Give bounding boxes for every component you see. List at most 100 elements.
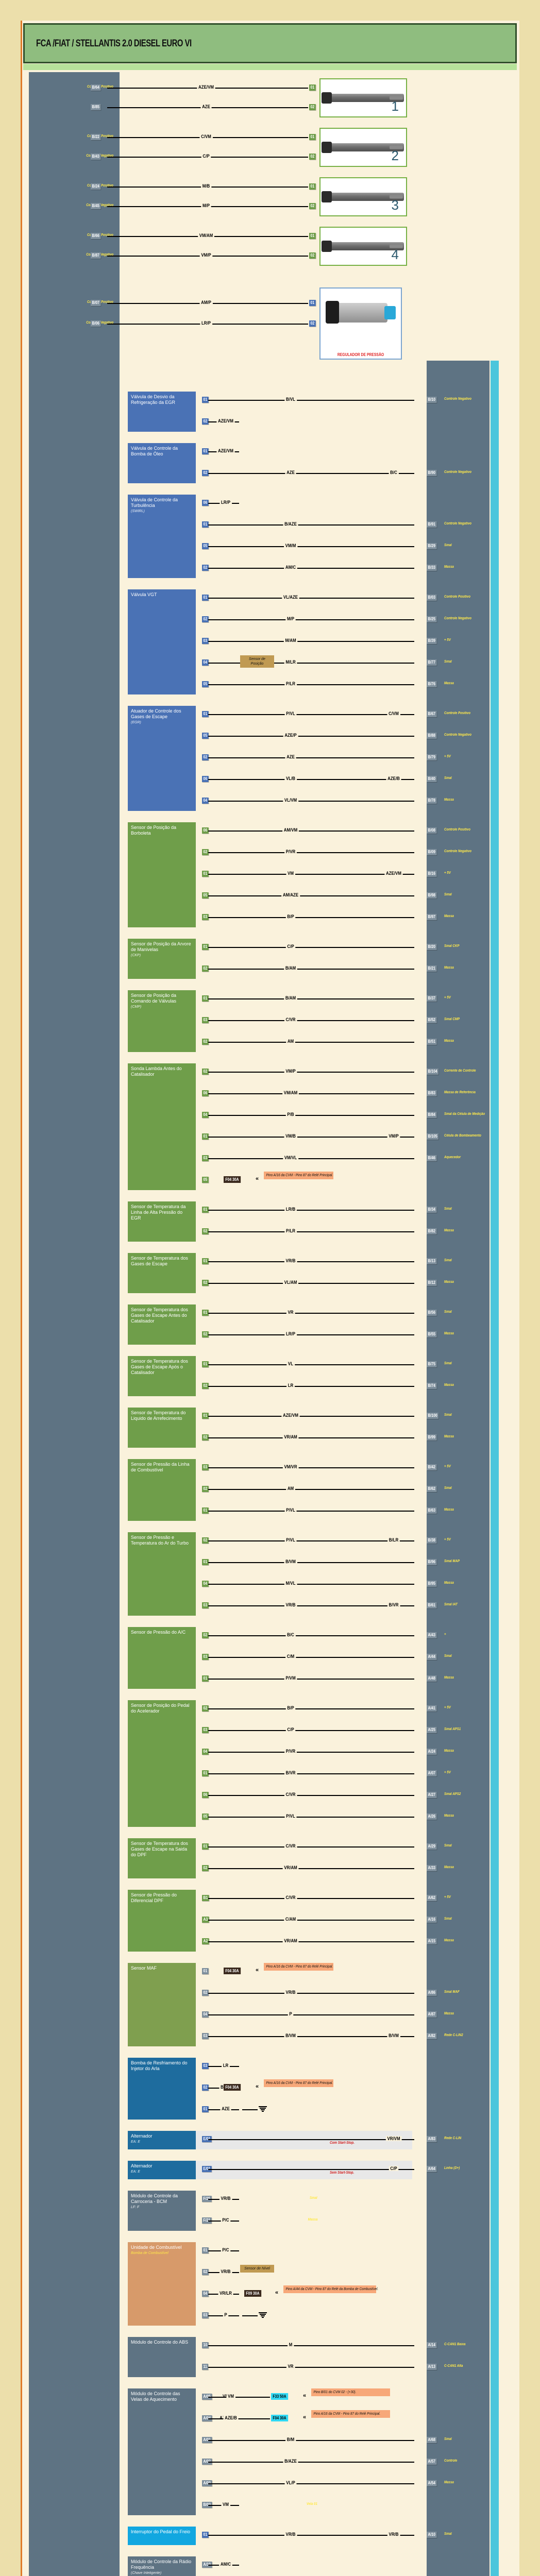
injector-number: 3 — [391, 197, 399, 213]
wire-code: P — [223, 2312, 229, 2317]
component-pin-chip: 02 — [202, 2084, 209, 2091]
component-pin-chip: A3 — [202, 1917, 209, 1923]
component-pin-chip: 03 — [202, 1654, 209, 1660]
fuse-chip: F04 30A — [224, 1968, 241, 1974]
pin-function-label: + 5V — [444, 1895, 451, 1899]
wire-code: B/VR — [387, 1602, 400, 1607]
injector-body-icon — [327, 143, 404, 151]
wire-code: LR/P — [200, 320, 212, 326]
component-name: Válvula VGT — [131, 592, 157, 597]
wire — [208, 852, 414, 853]
pin-function-label: Massa — [444, 1866, 454, 1869]
component-pin-chip: 02 — [202, 754, 209, 760]
component-pin-chip: 01 — [202, 871, 209, 877]
wire — [208, 2014, 414, 2015]
component-pin-chip: 02 — [309, 154, 316, 160]
wire — [208, 2418, 270, 2419]
injector-number: 2 — [391, 148, 399, 163]
ecu-pin-chip: B/29 — [427, 543, 437, 549]
wire-code: VM/VL — [283, 1155, 298, 1160]
ecu-pin-chip: B/56 — [427, 1310, 437, 1316]
wire-code: P/VL — [284, 1507, 297, 1513]
wire — [208, 1137, 414, 1138]
ecu-pin-chip: B/66 — [91, 233, 101, 239]
component-box: Sensor de Pressão da Linha de Combustíve… — [128, 1459, 196, 1521]
component-pin-chip: B/03 — [202, 2502, 212, 2508]
pin-function-label: Sinal — [444, 1207, 452, 1211]
component-pin-chip: 03 — [202, 2312, 209, 2318]
pin-function-label: Sinal — [444, 1259, 452, 1262]
ecu-pin-chip: A/86 — [427, 1990, 437, 1996]
ground-symbol — [259, 2106, 267, 2112]
ecu-pin-chip: B/63 — [427, 1507, 437, 1514]
wire-code: B/VM — [284, 2033, 297, 2038]
wire-code: C/P — [201, 154, 211, 159]
cyan-rail — [491, 361, 499, 2576]
component-name: Sensor de Temperatura dos Gases de Escap… — [131, 1841, 188, 1857]
component-pin-chip: A/04 — [202, 2415, 212, 2421]
pin-function-label: Massa — [444, 565, 454, 569]
wire-code: P/B — [285, 1112, 296, 1117]
wire — [208, 1795, 414, 1796]
component-name: Módulo de Controle do ABS — [131, 2340, 189, 2345]
component-pin-chip: 10 — [202, 2342, 209, 2348]
ecu-pin-chip: B/82 — [427, 1228, 437, 1234]
ecu-pin-chip: A/64 — [427, 2166, 437, 2172]
component-name: Módulo de Controle da Rádio Frequência — [131, 2559, 192, 2570]
component-name: Unidade de Combustível — [131, 2245, 182, 2250]
component-pin-chip: A/02 — [202, 2459, 212, 2465]
component-subtitle: EA: E — [131, 2140, 140, 2144]
component-name: Válvula de Desvio da Refrigeração da EGR — [131, 394, 176, 405]
wire-code: AZE/VM — [216, 418, 235, 423]
wire-code: AZE/VM — [216, 448, 235, 453]
component-name: Sensor de Pressão do A/C — [131, 1630, 186, 1635]
component-pin-chip: 01 — [309, 84, 316, 91]
pin-function-label: + 5V — [444, 638, 451, 642]
fuse-note: Pino B/01 do CVM 02 - (+30). — [311, 2388, 390, 2396]
component-name: Alternador — [131, 2133, 153, 2139]
wire-code: P/LR — [284, 1228, 297, 1233]
wire-code: C/VM — [387, 711, 400, 716]
component-pin-chip: 03 — [202, 1017, 209, 1023]
pin-function-label: Sinal — [444, 1654, 452, 1658]
pin-function-label: Massa — [444, 1939, 454, 1942]
component-name: Atuador de Controle dos Gases de Escape — [131, 708, 181, 719]
wire-code: AZE/B — [223, 2415, 239, 2420]
ecu-pin-chip: B/67 — [427, 711, 437, 717]
fuse-note: Pino A/44 da CVM - Pino 87 do Relé da Bo… — [283, 2285, 378, 2293]
pin-function-label: Massa — [444, 2012, 454, 2015]
wire-code: AZE/B — [386, 776, 401, 781]
wire-code: VL/P — [284, 2480, 297, 2485]
pin-function-label: + 5V — [444, 996, 451, 999]
component-pin-chip: 03 — [202, 2033, 209, 2039]
component-pin-chip: A/01 — [202, 2437, 212, 2443]
pin-function-label: Massa — [444, 1508, 454, 1512]
pin-function-label: + — [444, 1633, 446, 1636]
wire — [208, 1511, 414, 1512]
ecu-pin-chip: A/07 — [427, 1770, 437, 1776]
wire — [208, 524, 414, 526]
ecu-pin-chip: B/06 — [91, 320, 101, 327]
component-pin-chip: 02 — [202, 849, 209, 855]
component-pin-chip: 01 — [202, 1675, 209, 1682]
ecu-pin-chip: B/45 — [91, 203, 101, 209]
pin-function-label: C-CAN1 Alta — [444, 2364, 463, 2368]
component-pin-chip: 05 — [202, 733, 209, 739]
wire-code: B/VM — [387, 2033, 400, 2038]
wire-code: AM/P — [199, 300, 213, 305]
wire — [208, 714, 414, 715]
ecu-pin-chip: B/100 — [427, 1413, 439, 1419]
wire-code: LR/P — [284, 1331, 297, 1336]
ecu-pin-chip: B/51 — [427, 1039, 437, 1045]
wire-code: B/P — [285, 914, 296, 919]
pin-function-label: Massa — [444, 1383, 454, 1387]
component-pin-chip: F/21 — [202, 2217, 212, 2224]
ecu-pin-chip: B/77 — [427, 659, 437, 666]
wire-code: VR/B — [284, 2532, 297, 2537]
ecu-pin-chip: B/07 — [91, 300, 101, 306]
pin-function-label: Controle Negativo — [444, 733, 472, 737]
component-name: Válvula de Controle da Bomba de Óleo — [131, 446, 178, 456]
wire-code: VR/VM — [385, 2136, 402, 2141]
component-box: Alternador EA: E — [128, 2161, 196, 2179]
